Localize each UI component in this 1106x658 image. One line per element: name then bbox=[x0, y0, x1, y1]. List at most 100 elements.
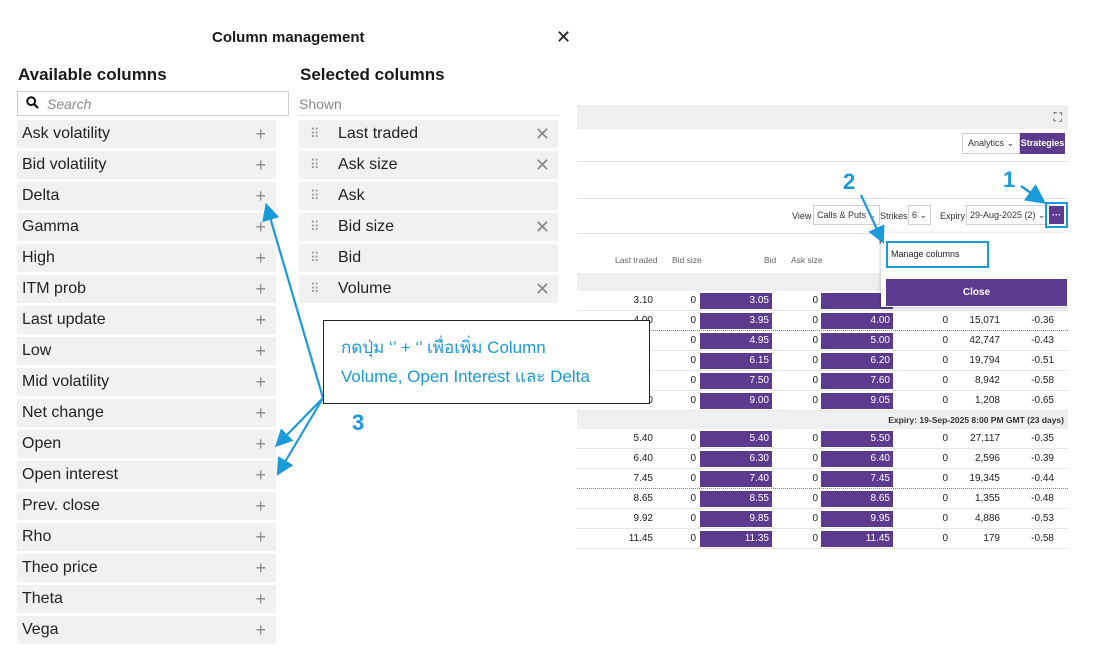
expand-icon[interactable]: ⛶ bbox=[1053, 110, 1062, 124]
table-row[interactable]: 7.45 0 7.40 0 7.45 0 19,345 -0.44 bbox=[577, 469, 1068, 489]
header-last-traded[interactable]: Last traded bbox=[615, 255, 658, 265]
header-ask-size[interactable]: Ask size bbox=[791, 255, 823, 265]
selected-column-item[interactable]: ⠿ Bid size ✕ bbox=[299, 213, 558, 241]
strikes-select[interactable]: 6 ⌄ bbox=[908, 205, 932, 225]
plus-icon[interactable]: + bbox=[255, 526, 266, 547]
drag-handle-icon[interactable]: ⠿ bbox=[310, 281, 320, 296]
cell-bid[interactable]: 7.50 bbox=[700, 373, 772, 389]
drag-handle-icon[interactable]: ⠿ bbox=[310, 219, 320, 234]
available-column-item[interactable]: Mid volatility + bbox=[17, 368, 276, 396]
available-column-item[interactable]: Theo price + bbox=[17, 554, 276, 582]
available-column-item[interactable]: Delta + bbox=[17, 182, 276, 210]
remove-icon[interactable]: ✕ bbox=[534, 216, 550, 237]
cell-bid[interactable]: 3.95 bbox=[700, 313, 772, 329]
search-input[interactable] bbox=[47, 95, 277, 112]
cell-bid[interactable]: 9.85 bbox=[700, 511, 772, 527]
available-column-item[interactable]: Net change + bbox=[17, 399, 276, 427]
available-column-item[interactable]: Theta + bbox=[17, 585, 276, 613]
plus-icon[interactable]: + bbox=[255, 495, 266, 516]
cell-bid[interactable]: 4.95 bbox=[700, 333, 772, 349]
available-column-item[interactable]: High + bbox=[17, 244, 276, 272]
remove-icon[interactable]: ✕ bbox=[534, 123, 550, 144]
manage-columns-menu-item[interactable]: Manage columns bbox=[886, 241, 989, 268]
plus-icon[interactable]: + bbox=[255, 433, 266, 454]
available-column-item[interactable]: Open interest + bbox=[17, 461, 276, 489]
cell-bid[interactable]: 7.40 bbox=[700, 471, 772, 487]
drag-handle-icon[interactable]: ⠿ bbox=[310, 157, 320, 172]
plus-icon[interactable]: + bbox=[255, 216, 266, 237]
table-row[interactable]: 0 6.15 0 6.20 0 19,794 -0.51 bbox=[577, 351, 1068, 371]
close-icon[interactable]: ✕ bbox=[556, 27, 572, 47]
table-row[interactable]: 8.65 0 8.55 0 8.65 0 1,355 -0.48 bbox=[577, 489, 1068, 509]
plus-icon[interactable]: + bbox=[255, 123, 266, 144]
view-select[interactable]: Calls & Puts ⌄ bbox=[813, 205, 881, 225]
drag-handle-icon[interactable]: ⠿ bbox=[310, 188, 320, 203]
available-column-item[interactable]: ITM prob + bbox=[17, 275, 276, 303]
table-row[interactable]: 11.45 0 11.35 0 11.45 0 179 -0.58 bbox=[577, 529, 1068, 549]
table-row[interactable]: 5.40 0 5.40 0 5.50 0 27,117 -0.35 bbox=[577, 429, 1068, 449]
cell-ask[interactable]: 11.45 bbox=[821, 531, 893, 547]
cell-ask[interactable]: 4.00 bbox=[821, 313, 893, 329]
search-box[interactable] bbox=[17, 91, 289, 116]
selected-column-item[interactable]: ⠿ Bid bbox=[299, 244, 558, 272]
available-column-item[interactable]: Low + bbox=[17, 337, 276, 365]
available-column-item[interactable]: Last update + bbox=[17, 306, 276, 334]
available-column-item[interactable]: Vega + bbox=[17, 616, 276, 644]
drag-handle-icon[interactable]: ⠿ bbox=[310, 250, 320, 265]
cell-ask[interactable]: 9.05 bbox=[821, 393, 893, 409]
plus-icon[interactable]: + bbox=[255, 309, 266, 330]
cell-bid[interactable]: 11.35 bbox=[700, 531, 772, 547]
plus-icon[interactable]: + bbox=[255, 278, 266, 299]
plus-icon[interactable]: + bbox=[255, 154, 266, 175]
available-column-item[interactable]: Rho + bbox=[17, 523, 276, 551]
plus-icon[interactable]: + bbox=[255, 588, 266, 609]
header-bid[interactable]: Bid bbox=[764, 255, 777, 265]
table-row[interactable]: 6.40 0 6.30 0 6.40 0 2,596 -0.39 bbox=[577, 449, 1068, 469]
available-column-item[interactable]: Bid volatility + bbox=[17, 151, 276, 179]
cell-ask[interactable]: 5.50 bbox=[821, 431, 893, 447]
cell-ask[interactable]: 5.00 bbox=[821, 333, 893, 349]
cell-bid[interactable]: 5.40 bbox=[700, 431, 772, 447]
cell-ask[interactable]: 7.45 bbox=[821, 471, 893, 487]
remove-icon[interactable]: ✕ bbox=[534, 154, 550, 175]
table-row[interactable]: 0 4.95 0 5.00 0 42,747 -0.43 bbox=[577, 331, 1068, 351]
drag-handle-icon[interactable]: ⠿ bbox=[310, 126, 320, 141]
cell-bid[interactable]: 6.15 bbox=[700, 353, 772, 369]
header-bid-size[interactable]: Bid size bbox=[672, 255, 702, 265]
cell-bid[interactable]: 8.55 bbox=[700, 491, 772, 507]
available-column-item[interactable]: Gamma + bbox=[17, 213, 276, 241]
available-column-item[interactable]: Ask volatility + bbox=[17, 120, 276, 148]
plus-icon[interactable]: + bbox=[255, 402, 266, 423]
close-menu-button[interactable]: Close bbox=[886, 279, 1067, 306]
plus-icon[interactable]: + bbox=[255, 464, 266, 485]
selected-column-item[interactable]: ⠿ Volume ✕ bbox=[299, 275, 558, 303]
available-column-item[interactable]: Prev. close + bbox=[17, 492, 276, 520]
remove-icon[interactable]: ✕ bbox=[534, 278, 550, 299]
plus-icon[interactable]: + bbox=[255, 371, 266, 392]
selected-column-item[interactable]: ⠿ Last traded ✕ bbox=[299, 120, 558, 148]
plus-icon[interactable]: + bbox=[255, 619, 266, 640]
cell-ask[interactable]: 9.95 bbox=[821, 511, 893, 527]
plus-icon[interactable]: + bbox=[255, 185, 266, 206]
plus-icon[interactable]: + bbox=[255, 340, 266, 361]
cell-bid[interactable]: 9.00 bbox=[700, 393, 772, 409]
selected-column-item[interactable]: ⠿ Ask bbox=[299, 182, 558, 210]
selected-column-item[interactable]: ⠿ Ask size ✕ bbox=[299, 151, 558, 179]
table-row[interactable]: 9.92 0 9.85 0 9.95 0 4,886 -0.53 bbox=[577, 509, 1068, 529]
table-row[interactable]: 0 7.50 0 7.60 0 8,942 -0.58 bbox=[577, 371, 1068, 391]
cell-bid[interactable]: 3.05 bbox=[700, 293, 772, 309]
cell-ask[interactable]: 8.65 bbox=[821, 491, 893, 507]
expiry-select[interactable]: 29-Aug-2025 (2) ⌄ bbox=[966, 205, 1050, 225]
strategies-button[interactable]: Strategies bbox=[1020, 133, 1065, 154]
plus-icon[interactable]: + bbox=[255, 557, 266, 578]
cell-ask[interactable]: 6.20 bbox=[821, 353, 893, 369]
available-column-item[interactable]: Open + bbox=[17, 430, 276, 458]
cell-vol: 0 bbox=[942, 355, 948, 366]
cell-bid[interactable]: 6.30 bbox=[700, 451, 772, 467]
cell-ask[interactable]: 6.40 bbox=[821, 451, 893, 467]
cell-ask[interactable]: 7.60 bbox=[821, 373, 893, 389]
more-options-button[interactable]: ··· bbox=[1049, 206, 1064, 224]
analytics-dropdown[interactable]: Analytics ⌄ bbox=[962, 133, 1021, 154]
plus-icon[interactable]: + bbox=[255, 247, 266, 268]
